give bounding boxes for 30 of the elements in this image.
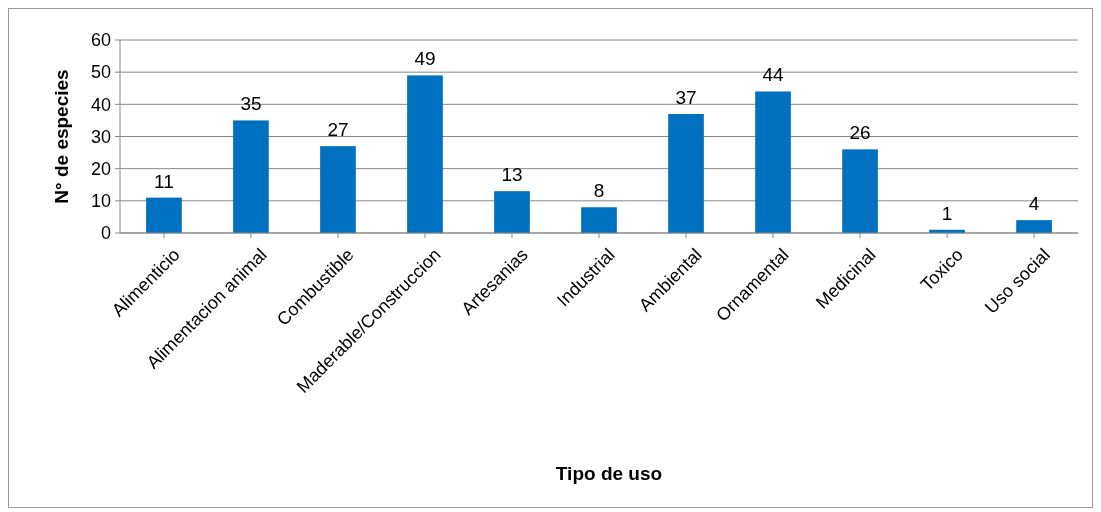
bar xyxy=(842,149,878,233)
data-label: 4 xyxy=(1028,193,1040,215)
bar xyxy=(668,113,704,233)
y-axis-title: N° de especies xyxy=(51,69,72,204)
bar xyxy=(581,207,617,233)
data-label: 37 xyxy=(675,86,697,108)
bar xyxy=(755,91,791,233)
y-tick-label: 40 xyxy=(90,94,111,115)
data-label: 11 xyxy=(154,170,174,192)
y-tick-label: 50 xyxy=(90,62,111,83)
bar xyxy=(1016,220,1052,233)
x-axis-title: Tipo de uso xyxy=(555,463,663,484)
data-label: 8 xyxy=(593,180,605,202)
y-tick-label: 60 xyxy=(90,30,111,51)
data-label: 1 xyxy=(941,202,953,224)
bar xyxy=(320,146,356,233)
y-tick-label: 30 xyxy=(90,126,111,147)
data-label: 27 xyxy=(327,119,349,141)
data-label: 49 xyxy=(414,48,436,70)
y-tick-label: 10 xyxy=(90,191,111,212)
bar xyxy=(407,75,443,233)
bar xyxy=(146,197,182,233)
y-tick-label: 20 xyxy=(90,158,111,179)
y-tick-label: 0 xyxy=(100,223,111,244)
data-label: 44 xyxy=(762,64,785,86)
data-label: 13 xyxy=(501,164,523,186)
bar xyxy=(233,120,269,233)
data-label: 35 xyxy=(240,93,262,115)
data-label: 26 xyxy=(849,122,871,144)
bar xyxy=(494,191,530,233)
